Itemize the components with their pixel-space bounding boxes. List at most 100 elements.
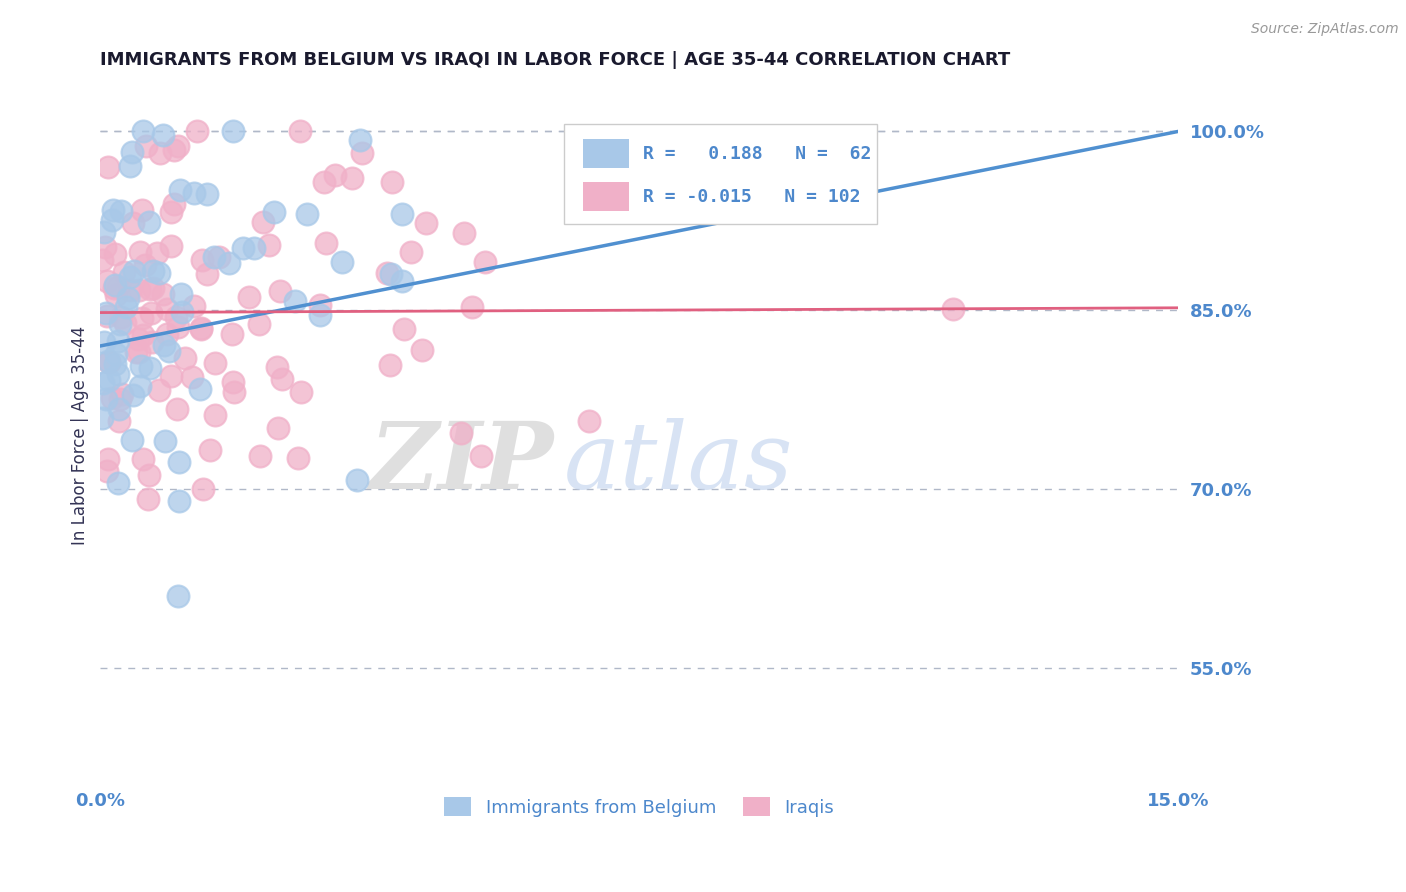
Point — [93, 334, 115, 349]
Point — [125, 345, 148, 359]
Point — [166, 401, 188, 416]
Point — [131, 310, 153, 325]
Point — [121, 145, 143, 160]
Point — [391, 207, 413, 221]
Point — [450, 426, 472, 441]
Point — [470, 449, 492, 463]
Point — [350, 146, 373, 161]
Point — [128, 245, 150, 260]
Point — [118, 159, 141, 173]
Point — [578, 414, 600, 428]
Point — [474, 255, 496, 269]
Point — [132, 451, 155, 466]
Point — [263, 205, 285, 219]
Point — [117, 291, 139, 305]
Point — [190, 321, 212, 335]
Point — [183, 299, 205, 313]
Point — [104, 247, 127, 261]
Point — [128, 283, 150, 297]
Point — [104, 277, 127, 292]
Point — [128, 379, 150, 393]
Point — [167, 455, 190, 469]
Point — [380, 358, 402, 372]
Point — [297, 207, 319, 221]
Point — [222, 375, 245, 389]
Point — [138, 468, 160, 483]
Point — [98, 355, 121, 369]
Text: Source: ZipAtlas.com: Source: ZipAtlas.com — [1251, 22, 1399, 37]
Point — [104, 287, 127, 301]
Point — [105, 347, 128, 361]
Point — [267, 420, 290, 434]
Point — [104, 357, 127, 371]
Point — [121, 433, 143, 447]
Point — [148, 145, 170, 160]
Point — [103, 281, 125, 295]
Point — [160, 205, 183, 219]
Point — [375, 266, 398, 280]
FancyBboxPatch shape — [583, 139, 628, 169]
Point — [91, 410, 114, 425]
Point — [100, 213, 122, 227]
Point — [188, 382, 211, 396]
Point — [135, 139, 157, 153]
Point — [270, 371, 292, 385]
Point — [120, 269, 142, 284]
Point — [107, 334, 129, 348]
Point — [346, 473, 368, 487]
Point — [93, 225, 115, 239]
Point — [308, 298, 330, 312]
Point — [93, 376, 115, 390]
Point — [96, 309, 118, 323]
Point — [167, 320, 190, 334]
Point — [259, 238, 281, 252]
Point — [138, 215, 160, 229]
Point — [169, 183, 191, 197]
Point — [115, 301, 138, 315]
Point — [134, 258, 156, 272]
Point — [107, 475, 129, 490]
Point — [221, 326, 243, 341]
Point — [342, 171, 364, 186]
Point — [108, 402, 131, 417]
Point — [156, 302, 179, 317]
Text: R = -0.015   N = 102: R = -0.015 N = 102 — [643, 188, 860, 206]
Point — [114, 316, 136, 330]
Point — [942, 302, 965, 317]
Point — [222, 124, 245, 138]
Point — [243, 241, 266, 255]
Text: ZIP: ZIP — [368, 418, 553, 508]
Point — [218, 255, 240, 269]
Point — [141, 306, 163, 320]
Point — [266, 360, 288, 375]
Point — [141, 334, 163, 349]
Point — [152, 286, 174, 301]
Point — [103, 202, 125, 217]
Point — [97, 160, 120, 174]
Point — [167, 138, 190, 153]
Point — [96, 274, 118, 288]
Point — [155, 327, 177, 342]
Point — [162, 197, 184, 211]
Point — [160, 369, 183, 384]
Point — [152, 338, 174, 352]
Point — [183, 186, 205, 200]
Text: atlas: atlas — [564, 418, 793, 508]
Point — [136, 491, 159, 506]
Point — [381, 175, 404, 189]
Point — [165, 310, 187, 324]
Point — [186, 124, 208, 138]
Point — [160, 239, 183, 253]
Point — [131, 202, 153, 217]
Point — [453, 226, 475, 240]
Point — [208, 251, 231, 265]
FancyBboxPatch shape — [583, 182, 628, 211]
Point — [132, 124, 155, 138]
Point — [330, 255, 353, 269]
Y-axis label: In Labor Force | Age 35-44: In Labor Force | Age 35-44 — [72, 326, 89, 545]
Point — [97, 452, 120, 467]
Point — [391, 274, 413, 288]
Point — [170, 305, 193, 319]
Point — [315, 236, 337, 251]
Point — [97, 353, 120, 368]
